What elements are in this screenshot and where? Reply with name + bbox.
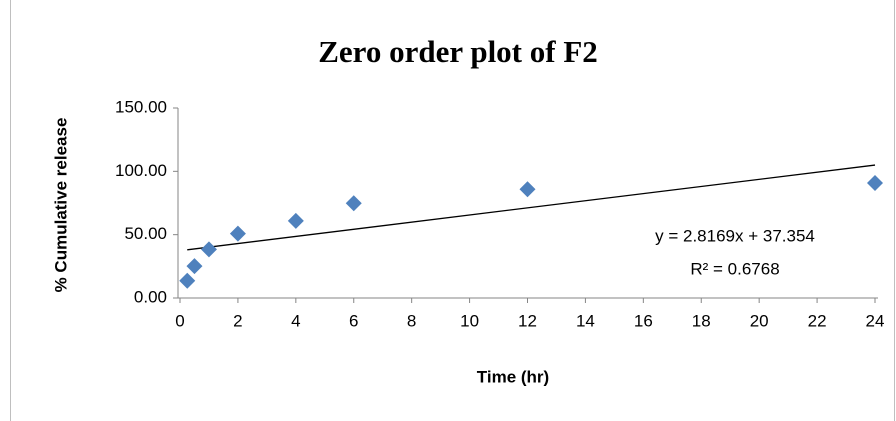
chart-title: Zero order plot of F2 [318, 34, 598, 69]
trendline [187, 164, 876, 251]
y-tick-label: 150.00 [115, 97, 167, 116]
data-point [519, 181, 536, 198]
chart-frame [10, 0, 895, 421]
x-tick-label: 2 [233, 311, 242, 330]
data-point [186, 258, 203, 275]
x-tick-label: 22 [808, 311, 827, 330]
x-tick-label: 0 [175, 311, 184, 330]
x-tick-label: 6 [349, 311, 358, 330]
x-tick-label: 18 [692, 311, 711, 330]
x-tick-label: 12 [518, 311, 537, 330]
data-point [867, 174, 883, 191]
x-tick-label: 10 [460, 311, 479, 330]
data-point [179, 272, 196, 289]
data-point [229, 225, 246, 242]
y-axis-label: % Cumulative release [51, 118, 70, 293]
data-point [345, 195, 362, 212]
y-tick-label: 100.00 [115, 161, 167, 180]
trendline-r-squared: R² = 0.6768 [690, 259, 779, 278]
y-tick-label: 50.00 [124, 224, 167, 243]
x-axis-label: Time (hr) [477, 367, 549, 386]
x-tick-label: 14 [576, 311, 595, 330]
data-point [200, 241, 217, 258]
x-tick-label: 16 [634, 311, 653, 330]
x-tick-label: 24 [866, 311, 885, 330]
x-tick-label: 4 [291, 311, 300, 330]
x-tick-label: 20 [750, 311, 769, 330]
y-tick-label: 0.00 [134, 287, 167, 306]
data-point [287, 212, 304, 229]
x-tick-label: 8 [407, 311, 416, 330]
trendline-equation: y = 2.8169x + 37.354 [655, 226, 815, 245]
